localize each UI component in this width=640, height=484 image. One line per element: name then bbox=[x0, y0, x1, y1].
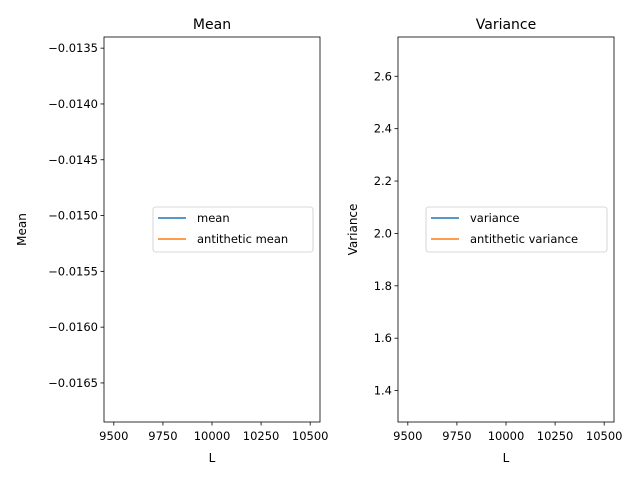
mean-x-axis-label: L bbox=[209, 451, 216, 465]
variance-ytick-label: 1.4 bbox=[374, 384, 392, 398]
mean-legend-label-1: antithetic mean bbox=[197, 232, 288, 246]
mean-legend-box bbox=[152, 206, 314, 253]
variance-ytick-label: 2.2 bbox=[374, 174, 392, 188]
mean-xtick-label: 9750 bbox=[148, 429, 177, 443]
variance-panel: 9500 9750 10000 10250 10500 1.4 1.6 1.8 2.0 2.2 2.… bbox=[346, 17, 622, 465]
mean-legend-label-0: mean bbox=[197, 211, 230, 225]
mean-xtick-label: 10500 bbox=[292, 429, 329, 443]
mean-xtick-label: 9500 bbox=[99, 429, 128, 443]
variance-ytick-label: 1.6 bbox=[374, 331, 392, 345]
variance-xtick-label: 10250 bbox=[537, 429, 574, 443]
mean-ytick-label: −0.0160 bbox=[48, 320, 98, 334]
mean-ytick-label: −0.0150 bbox=[48, 209, 98, 223]
variance-legend-box bbox=[425, 206, 608, 253]
variance-xtick-label: 9500 bbox=[393, 429, 422, 443]
variance-ytick-label: 2.6 bbox=[374, 69, 392, 83]
variance-y-axis-label: Variance bbox=[346, 204, 360, 256]
mean-ytick-label: −0.0140 bbox=[48, 97, 98, 111]
mean-xtick-label: 10000 bbox=[194, 429, 231, 443]
mean-ytick-label: −0.0135 bbox=[48, 41, 98, 55]
variance-ytick-label: 2.0 bbox=[374, 226, 392, 240]
variance-xtick-label: 10500 bbox=[586, 429, 623, 443]
variance-legend-label-1: antithetic variance bbox=[470, 232, 578, 246]
mean-ytick-label: −0.0145 bbox=[48, 153, 98, 167]
variance-legend: variance antithetic variance bbox=[425, 206, 608, 253]
variance-legend-label-0: variance bbox=[470, 211, 520, 225]
mean-y-axis-label: Mean bbox=[15, 213, 29, 246]
variance-x-axis-label: L bbox=[503, 451, 510, 465]
mean-ytick-label: −0.0165 bbox=[48, 376, 98, 390]
variance-ytick-label: 1.8 bbox=[374, 279, 392, 293]
variance-xtick-label: 9750 bbox=[442, 429, 471, 443]
mean-legend: mean antithetic mean bbox=[152, 206, 314, 253]
variance-chart-title: Variance bbox=[476, 17, 536, 33]
mean-chart-title: Mean bbox=[193, 17, 231, 33]
variance-xtick-label: 10000 bbox=[488, 429, 525, 443]
mean-xtick-label: 10250 bbox=[243, 429, 280, 443]
variance-ytick-label: 2.4 bbox=[374, 122, 392, 136]
mean-panel: 9500 9750 10000 10250 10500 −0.0165 −0.0160 −0.… bbox=[15, 17, 328, 465]
mean-ytick-label: −0.0155 bbox=[48, 264, 98, 278]
